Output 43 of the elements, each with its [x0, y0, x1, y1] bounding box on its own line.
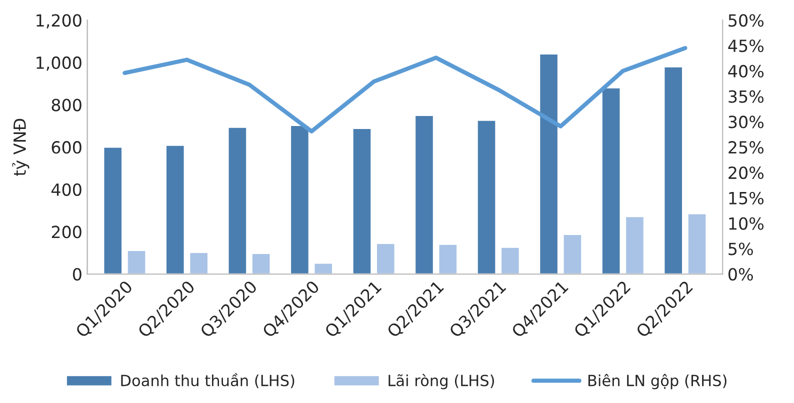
bar: [227, 126, 248, 274]
y2-tick-label: 0%: [728, 268, 753, 281]
bar: [352, 128, 372, 274]
bar: [601, 86, 622, 274]
bar: [538, 53, 559, 274]
bar: [290, 124, 310, 274]
bar: [102, 146, 123, 274]
y2-tick-label: 5%: [728, 242, 753, 256]
bar: [476, 120, 497, 274]
y2-tick-label: 30%: [728, 116, 764, 128]
y2-tick-label: 10%: [729, 217, 764, 230]
bar: [624, 216, 645, 274]
y2-tick-label: 20%: [728, 166, 764, 180]
bar: [251, 252, 272, 274]
y2-tick-label: 45%: [728, 40, 764, 52]
bar: [500, 246, 520, 274]
y2-tick-label: 50%: [728, 14, 764, 27]
y-tick-label: 0: [72, 268, 82, 281]
y-tick-label: 800: [52, 98, 82, 112]
bar: [188, 252, 209, 274]
y-tick-label: 600: [52, 141, 82, 154]
bar: [414, 114, 434, 274]
y2-tick-label: 35%: [728, 90, 764, 103]
y-tick-label: 400: [51, 183, 82, 196]
y2-tick-label: 15%: [729, 192, 764, 204]
legend-label: Doanh thu thuần (LHS): [121, 373, 294, 388]
bar: [663, 66, 684, 274]
bar: [165, 144, 186, 274]
bar: [438, 244, 458, 274]
bar: [376, 242, 396, 274]
legend-label: Biên LN gộp (RHS): [588, 374, 726, 390]
bar: [313, 262, 334, 274]
y2-tick-label: 40%: [728, 64, 764, 78]
bar: [686, 212, 708, 274]
y2-tick-label: 25%: [728, 141, 764, 154]
y-axis-title: tỷ VNĐ: [12, 118, 30, 176]
y-tick-label: 1,000: [36, 56, 82, 71]
bar: [562, 234, 582, 274]
y-tick-label: 200: [52, 226, 82, 238]
bar: [126, 250, 147, 274]
legend-label: Lãi ròng (LHS): [388, 374, 494, 390]
y-tick-label: 1,200: [36, 14, 82, 28]
line-series: [122, 46, 688, 134]
